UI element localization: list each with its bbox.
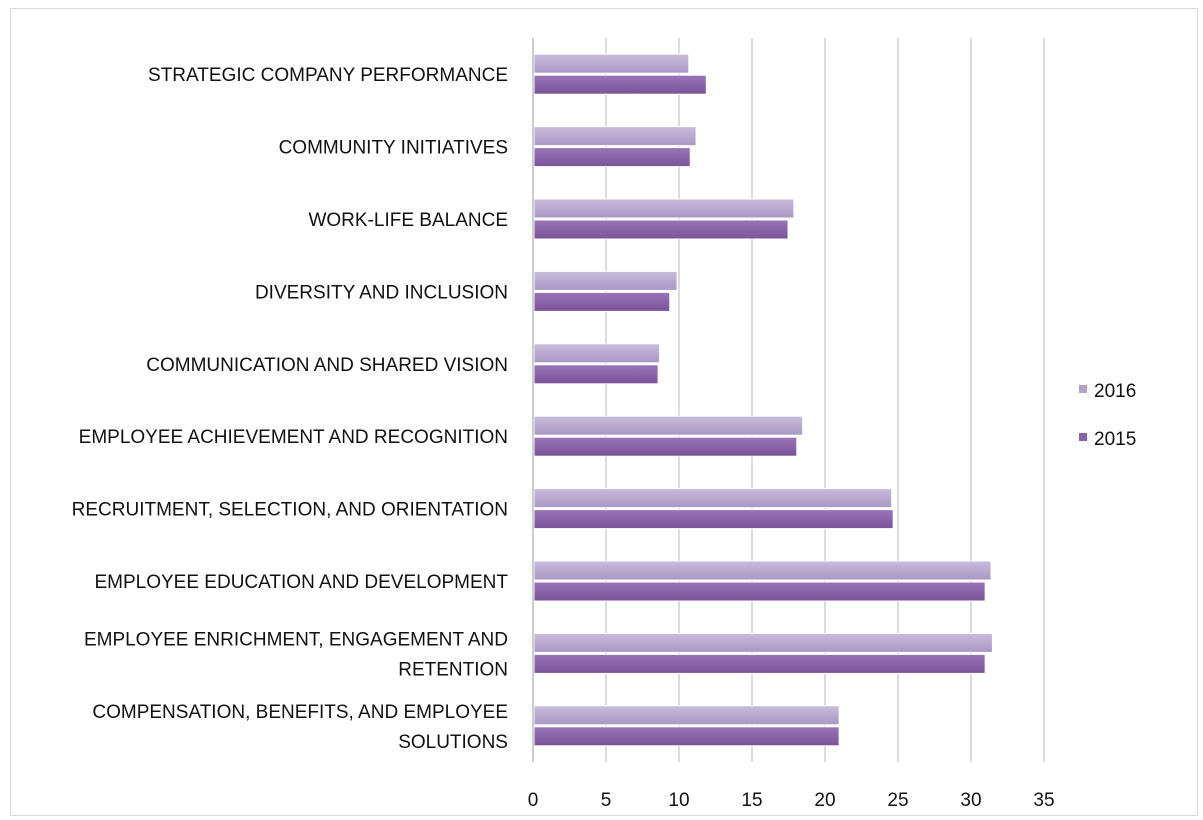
x-tick-label: 15 [741, 790, 762, 811]
legend: 2016 2015 [1079, 381, 1136, 450]
category-label: STRATEGIC COMPANY PERFORMANCE [148, 65, 508, 86]
legend-swatch-2016 [1079, 385, 1087, 393]
x-tick-label: 35 [1033, 790, 1054, 811]
category-label: COMMUNITY INITIATIVES [279, 138, 508, 159]
bar-2016-2 [533, 198, 795, 219]
category-label: COMPENSATION, BENEFITS, AND EMPLOYEE SOLU… [92, 702, 508, 753]
bar-2015-1 [533, 147, 691, 168]
x-tick-label: 30 [960, 790, 981, 811]
bar-2016-9 [533, 705, 840, 726]
bar-2015-3 [533, 291, 671, 312]
bar-2015-0 [533, 74, 707, 95]
category-label: RECRUITMENT, SELECTION, AND ORIENTATION [72, 500, 508, 521]
bar-2016-7 [533, 560, 992, 581]
x-tick-label: 5 [601, 790, 612, 811]
legend-label-2015: 2015 [1094, 429, 1136, 450]
bar-2015-6 [533, 509, 894, 530]
bar-2016-4 [533, 343, 661, 364]
gridlines [532, 38, 1045, 762]
bar-2016-0 [533, 53, 690, 74]
category-labels: STRATEGIC COMPANY PERFORMANCE COMMUNITY I… [72, 65, 509, 753]
bar-2015-4 [533, 364, 659, 385]
category-label: EMPLOYEE ENRICHMENT, ENGAGEMENT AND RETEN… [84, 629, 508, 680]
bars [533, 53, 993, 747]
bar-2015-7 [533, 581, 986, 602]
bar-2016-8 [533, 632, 993, 653]
category-label: EMPLOYEE ACHIEVEMENT AND RECOGNITION [79, 427, 508, 448]
bar-2016-1 [533, 126, 697, 147]
x-tick-label: 20 [814, 790, 835, 811]
category-label: WORK-LIFE BALANCE [308, 210, 508, 231]
x-tick-label: 0 [528, 790, 539, 811]
category-label: COMMUNICATION AND SHARED VISION [146, 355, 508, 376]
bar-2015-5 [533, 436, 798, 457]
category-label: DIVERSITY AND INCLUSION [255, 282, 508, 303]
x-tick-label: 10 [668, 790, 689, 811]
bar-2015-2 [533, 219, 789, 240]
x-tick-label: 25 [887, 790, 908, 811]
category-label: EMPLOYEE EDUCATION AND DEVELOPMENT [94, 572, 508, 593]
legend-swatch-2015 [1079, 433, 1087, 441]
legend-label-2016: 2016 [1094, 381, 1136, 402]
bar-2016-3 [533, 270, 678, 291]
bar-2016-5 [533, 415, 804, 436]
bar-2015-9 [533, 726, 840, 747]
bar-2015-8 [533, 653, 986, 674]
bar-2016-6 [533, 488, 893, 509]
x-axis-tick-labels: 0 5 10 15 20 25 30 35 [528, 790, 1055, 811]
